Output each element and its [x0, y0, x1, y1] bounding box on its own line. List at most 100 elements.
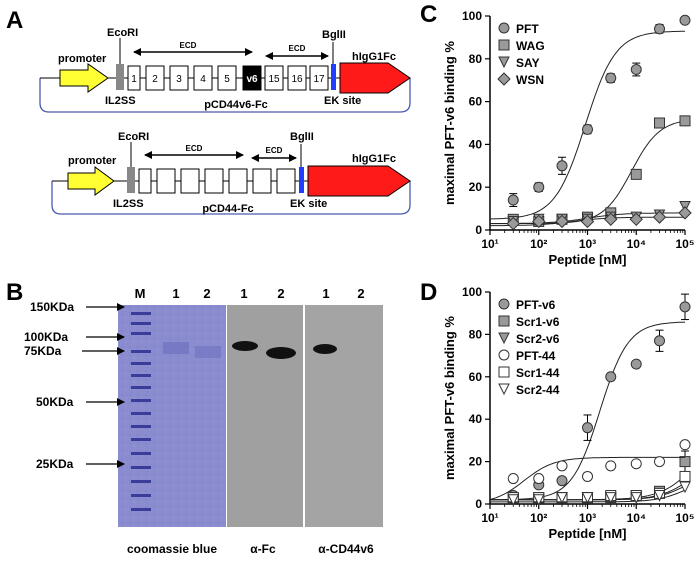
x-tick-label: 10⁴ — [627, 237, 646, 251]
data-point — [498, 22, 510, 34]
exon-box — [193, 65, 213, 91]
ladder-bands — [131, 312, 151, 511]
exon-box — [169, 65, 189, 91]
data-point — [605, 371, 617, 383]
data-point — [556, 160, 568, 172]
data-point — [630, 358, 642, 370]
exon-label: 15 — [268, 74, 280, 85]
y-tick-label: 20 — [469, 455, 483, 469]
lane-label: 1 — [322, 286, 329, 301]
exon-box — [276, 168, 296, 194]
coomassie-band — [195, 346, 221, 358]
ecori-label: EcoRI — [107, 27, 138, 39]
panel-label-a: A — [6, 7, 23, 34]
legend-label: SAY — [516, 56, 540, 70]
ecd-label: ECD — [180, 41, 197, 50]
exon-box — [145, 65, 165, 91]
legend-label: WAG — [516, 39, 545, 53]
data-point — [507, 494, 520, 506]
data-point — [556, 475, 568, 487]
exon-box — [204, 168, 224, 194]
promoter-arrow — [67, 166, 115, 196]
x-tick-label: 10¹ — [481, 511, 498, 525]
data-point — [498, 39, 510, 51]
data-point — [498, 315, 510, 327]
data-point — [556, 492, 568, 504]
data-point — [678, 206, 692, 220]
data-point — [497, 72, 511, 86]
legend-label: Scr1-44 — [516, 366, 560, 380]
stain-label: coomassie blue — [127, 542, 217, 556]
data-point — [679, 456, 691, 468]
data-point — [498, 56, 510, 69]
exon-label: 17 — [313, 74, 325, 85]
cd44v6-blot — [305, 305, 383, 527]
data-point — [630, 492, 643, 504]
promoter-arrow — [59, 63, 109, 93]
construct-name: pCD44v6-Fc — [204, 99, 268, 111]
chart-panel-c: 0 20 40 60 80 100 10¹ 10² 10³ 10⁴ 10⁵ Peptide [nM] m… — [442, 9, 694, 267]
y-tick-label: 100 — [462, 9, 482, 23]
x-tick-label: 10² — [530, 237, 547, 251]
data-point — [679, 481, 691, 494]
fit-curve — [489, 30, 686, 220]
data-point — [652, 210, 667, 224]
exon-v6-label: v6 — [246, 74, 258, 85]
y-tick-label: 80 — [469, 52, 483, 66]
x-tick-label: 10⁵ — [676, 511, 695, 525]
panel-label-d: D — [420, 279, 437, 306]
plasmid-backbone — [39, 78, 411, 113]
x-axis-label: Peptide [nM] — [549, 252, 627, 267]
legend-label: WSN — [516, 73, 544, 87]
exon-box — [264, 65, 284, 91]
data-point — [555, 214, 569, 229]
y-tick-label: 100 — [462, 285, 482, 299]
y-tick-label: 80 — [469, 327, 483, 341]
data-point — [630, 168, 642, 180]
legend-label: Scr2-v6 — [516, 332, 560, 346]
y-tick-label: 40 — [469, 412, 483, 426]
exon-box — [138, 168, 152, 194]
x-tick-label: 10¹ — [481, 237, 498, 251]
data-point — [630, 64, 642, 75]
ecd-label: ECD — [266, 146, 283, 155]
ek-site-block — [299, 167, 304, 193]
data-point — [498, 366, 510, 378]
hlgg1fc-label: hIgG1Fc — [352, 153, 396, 165]
lane-label: 2 — [277, 286, 284, 301]
il2ss-block — [116, 64, 124, 90]
coomassie-gel — [118, 305, 226, 527]
ek-site-label: EK site — [324, 95, 361, 107]
legend-label: PFT — [516, 22, 539, 36]
data-point — [605, 460, 617, 472]
data-point — [506, 216, 520, 231]
exon-box — [156, 168, 176, 194]
data-point — [605, 72, 617, 84]
fc-band — [232, 341, 258, 351]
x-tick-label: 10⁴ — [627, 511, 646, 525]
exon-v6-box — [242, 65, 262, 91]
coomassie-band — [163, 342, 189, 354]
data-point — [679, 14, 691, 26]
x-tick-label: 10³ — [579, 511, 596, 525]
hlgg1fc-label: hIgG1Fc — [352, 51, 396, 63]
y-tick-label: 60 — [469, 370, 483, 384]
y-tick-label: 40 — [469, 137, 483, 151]
x-tick-label: 10² — [530, 511, 547, 525]
lane-label: 1 — [240, 286, 247, 301]
data-point — [498, 298, 510, 310]
hlgg1fc-arrow — [339, 62, 411, 94]
legend-label: Scr2-44 — [516, 383, 560, 397]
data-point — [679, 470, 691, 482]
hlgg1fc-arrow — [307, 165, 411, 197]
data-point — [654, 456, 666, 468]
ladder-label: 50KDa — [36, 395, 74, 409]
y-axis-label: maximal PFT-v6 binding % — [442, 41, 457, 205]
il2ss-block — [127, 167, 135, 193]
fit-curve — [490, 321, 686, 501]
ek-site-block — [331, 64, 336, 90]
y-tick-label: 60 — [469, 95, 483, 109]
lane-label-m: M — [135, 286, 146, 301]
construct-name: pCD44-Fc — [202, 203, 253, 215]
